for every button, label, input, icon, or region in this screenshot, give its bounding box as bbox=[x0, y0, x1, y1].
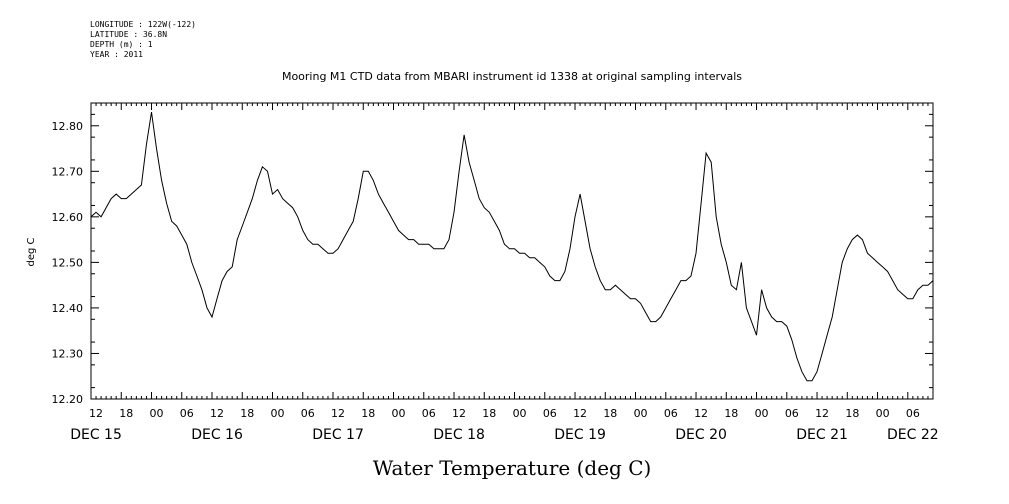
chart-title: Mooring M1 CTD data from MBARI instrumen… bbox=[282, 70, 742, 83]
depth-label: DEPTH (m) : 1 bbox=[90, 40, 153, 49]
x-tick-label: 06 bbox=[664, 407, 678, 420]
x-tick-label: 18 bbox=[845, 407, 859, 420]
x-tick-label: 06 bbox=[543, 407, 557, 420]
x-tick-label: 12 bbox=[815, 407, 829, 420]
y-tick-label: 12.70 bbox=[52, 165, 84, 178]
x-tick-label: 12 bbox=[210, 407, 224, 420]
year-label: YEAR : 2011 bbox=[90, 50, 143, 59]
x-tick-label: 06 bbox=[906, 407, 920, 420]
x-tick-label: 18 bbox=[361, 407, 375, 420]
x-tick-label: 00 bbox=[271, 407, 285, 420]
x-tick-label: 06 bbox=[422, 407, 436, 420]
x-tick-label: 06 bbox=[180, 407, 194, 420]
x-tick-label: 18 bbox=[724, 407, 738, 420]
metadata-block: LONGITUDE : 122W(-122) LATITUDE : 36.8N … bbox=[90, 20, 196, 60]
x-tick-label: 00 bbox=[634, 407, 648, 420]
x-tick-label: 00 bbox=[513, 407, 527, 420]
x-tick-label: 06 bbox=[785, 407, 799, 420]
x-day-label: DEC 20 bbox=[675, 427, 727, 443]
x-tick-label: 00 bbox=[150, 407, 164, 420]
x-day-label: DEC 21 bbox=[796, 427, 848, 443]
y-axis-label: deg C bbox=[26, 237, 37, 266]
x-axis: 12 18 00 06 12 18 00 06 12 18 00 06 12 18 00 06 12 18 00 06… bbox=[70, 103, 939, 443]
x-tick-label: 12 bbox=[573, 407, 587, 420]
x-tick-label: 18 bbox=[240, 407, 254, 420]
longitude-label: LONGITUDE : 122W(-122) bbox=[90, 20, 196, 29]
y-tick-label: 12.80 bbox=[52, 120, 84, 133]
x-axis-label: Water Temperature (deg C) bbox=[373, 456, 652, 480]
y-axis: 12.20 12.30 12.40 12.50 12.60 12.70 12.80 bbox=[52, 113, 933, 406]
x-day-label: DEC 18 bbox=[433, 427, 485, 443]
x-day-label: DEC 17 bbox=[312, 427, 364, 443]
x-tick-label: 18 bbox=[119, 407, 133, 420]
x-day-label: DEC 15 bbox=[70, 427, 122, 443]
x-day-label: DEC 16 bbox=[191, 427, 243, 443]
x-tick-label: 18 bbox=[603, 407, 617, 420]
x-tick-label: 12 bbox=[89, 407, 103, 420]
x-day-label: DEC 19 bbox=[554, 427, 606, 443]
x-tick-label: 12 bbox=[694, 407, 708, 420]
x-tick-label: 00 bbox=[755, 407, 769, 420]
x-tick-label: 18 bbox=[482, 407, 496, 420]
x-tick-label: 12 bbox=[452, 407, 466, 420]
x-tick-label: 00 bbox=[392, 407, 406, 420]
y-tick-label: 12.60 bbox=[52, 211, 84, 224]
x-tick-label: 00 bbox=[876, 407, 890, 420]
x-tick-label: 06 bbox=[301, 407, 315, 420]
series-layer bbox=[90, 112, 934, 382]
x-day-label: DEC 22 bbox=[887, 427, 939, 443]
x-tick-label: 12 bbox=[331, 407, 345, 420]
plot-frame bbox=[90, 102, 934, 400]
y-tick-label: 12.50 bbox=[52, 256, 84, 269]
y-tick-label: 12.30 bbox=[52, 347, 84, 360]
y-tick-label: 12.20 bbox=[52, 393, 84, 406]
y-tick-label: 12.40 bbox=[52, 302, 84, 315]
water-temperature-line bbox=[90, 112, 934, 382]
latitude-label: LATITUDE : 36.8N bbox=[90, 30, 168, 39]
